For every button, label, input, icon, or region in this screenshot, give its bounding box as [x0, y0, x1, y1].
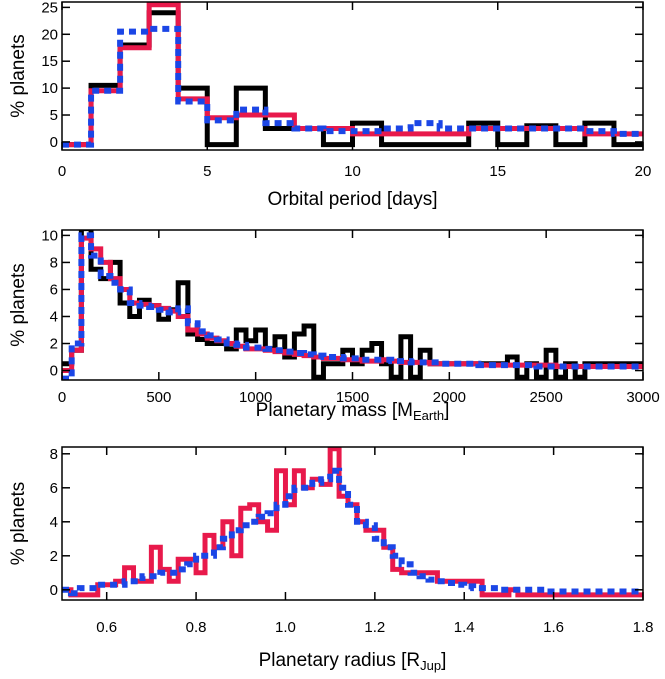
radius-series-blue: [62, 467, 643, 597]
radius-y-axis-title: % planets: [8, 482, 29, 565]
period-x-tick-label: 5: [203, 163, 211, 180]
mass-y-axis-title: % planets: [8, 263, 29, 346]
mass-x-axis-title: Planetary mass [MEarth]: [256, 400, 450, 423]
period-y-tick-label: 15: [41, 53, 58, 70]
period-y-tick-label: 0: [50, 134, 58, 151]
radius-series-red: [62, 447, 643, 598]
radius-x-tick-label: 1.8: [633, 619, 654, 636]
radius-y-tick-label: 0: [50, 582, 58, 599]
period-x-tick-label: 0: [58, 163, 66, 180]
radius-panel: 0.6 0.8 1.0 1.2 1.4 1.6 1.8 0 2 4 6 8 Planetary radi…: [8, 446, 653, 673]
mass-x-tick-label: 500: [146, 389, 171, 406]
radius-x-tick-label: 0.8: [186, 619, 207, 636]
radius-y-tick-label: 4: [50, 514, 58, 531]
mass-y-tick-label: 10: [41, 227, 58, 244]
radius-x-tick-label: 1.0: [275, 619, 296, 636]
mass-panel: 0 500 1000 1500 2000 2500 3000 0 2 4 6 8 10 Planetary…: [8, 227, 660, 423]
mass-series-blue: [62, 232, 643, 380]
period-x-tick-label: 15: [489, 163, 506, 180]
period-x-tick-label: 20: [635, 163, 652, 180]
mass-x-tick-label: 1500: [336, 389, 369, 406]
mass-x-tick-label: 2000: [433, 389, 466, 406]
radius-x-tick-label: 1.4: [454, 619, 475, 636]
mass-x-tick-label: 2500: [529, 389, 562, 406]
period-panel: 0 5 10 15 20 0 5 10 15 20 25 Orbital period [days]%…: [8, 0, 651, 210]
mass-y-tick-label: 6: [50, 281, 58, 298]
period-x-axis-title: Orbital period [days]: [267, 189, 437, 210]
period-x-tick-label: 10: [344, 163, 361, 180]
mass-x-tick-label: 3000: [626, 389, 659, 406]
mass-x-tick-label: 0: [58, 389, 66, 406]
radius-x-tick-label: 0.6: [96, 619, 117, 636]
period-y-tick-label: 20: [41, 26, 58, 43]
period-series-blue: [62, 25, 643, 148]
radius-x-axis-title: Planetary radius [RJup]: [259, 650, 447, 673]
mass-y-tick-label: 4: [50, 308, 58, 325]
mass-y-tick-label: 2: [50, 336, 58, 353]
radius-x-tick-label: 1.2: [364, 619, 385, 636]
period-y-tick-label: 10: [41, 80, 58, 97]
mass-x-tick-label: 1000: [239, 389, 272, 406]
period-y-axis-title: % planets: [8, 34, 29, 117]
mass-y-tick-label: 0: [50, 363, 58, 380]
period-y-tick-label: 5: [50, 107, 58, 124]
radius-y-tick-label: 2: [50, 548, 58, 565]
radius-y-tick-label: 8: [50, 446, 58, 463]
radius-x-tick-label: 1.6: [543, 619, 564, 636]
period-y-tick-label: 25: [41, 0, 58, 16]
mass-y-tick-label: 8: [50, 254, 58, 271]
radius-plot-frame: [61, 446, 644, 601]
radius-y-tick-label: 6: [50, 480, 58, 497]
